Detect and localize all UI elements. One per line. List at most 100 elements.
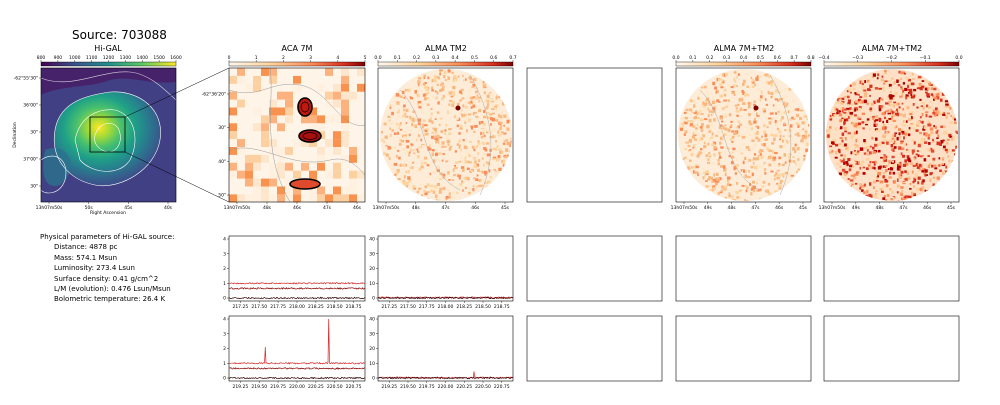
alma7mtm2-b-noise-pixel [827,134,830,138]
alma7mtm2-a-noise-pixel [789,117,792,121]
alma7mtm2-a-noise-pixel [715,134,719,137]
info-bolometric-temperature: Bolometric temperature: 26.4 K [54,295,166,304]
alma7mtm2-a-noise-pixel [745,146,750,149]
alma7mtm2-a-noise-pixel [803,157,807,161]
alma7mtm2-a-noise-pixel [764,189,767,193]
alma7mtm2-a-noise-pixel [726,182,730,187]
aca7m-pixel [349,178,357,187]
aca7m-pixel [293,83,301,92]
almatm2-noise-pixel [453,74,457,78]
alma7mtm2-a-noise-pixel [690,99,693,103]
alma7mtm2-b-noise-pixel [873,162,876,166]
alma7mtm2-b-noise-pixel [853,173,857,177]
alma7mtm2-b-noise-pixel [840,101,844,105]
almatm2-noise-pixel [403,175,406,179]
almatm2-noise-pixel [393,162,398,166]
almatm2-noise-pixel [467,101,469,104]
alma7mtm2-b-noise-pixel [892,160,894,163]
almatm2-noise-pixel [442,186,446,191]
higal-zoom-box [89,116,126,153]
almatm2-noise-pixel [489,92,493,96]
almatm2-noise-pixel [417,100,422,104]
alma7mtm2-a-noise-pixel [778,130,782,134]
alma7mtm2-b-noise-pixel [925,134,928,137]
almatm2-noise-pixel [404,112,407,116]
almatm2-noise-pixel [491,108,495,111]
spectrum-aca-row1-series-0 [228,281,366,285]
alma7mtm2-b-noise-pixel [849,113,853,117]
alma7mtm2-a-noise-pixel [748,102,751,106]
alma7mtm2-a-noise-pixel [756,130,759,135]
alma7mtm2-a-noise-pixel [773,178,776,181]
alma7mtm2-b-noise-pixel [941,157,945,160]
alma7mtm2-a-noise-pixel [751,78,754,83]
alma7mtm2-a-noise-pixel [755,157,759,161]
alma7mtm2-b-noise-pixel [829,114,832,118]
almatm2-noise-pixel [427,146,430,149]
alma7mtm2-b-noise-pixel [909,112,913,116]
aca7m-pixel [285,178,293,187]
alma7mtm2-b-noise-pixel [944,105,948,108]
almatm2-noise-pixel [485,161,490,164]
alma7mtm2-a-noise-pixel [779,138,781,141]
spectrum-alma-row1-xtick-label: 218.50 [475,304,491,310]
almatm2-noise-pixel [482,128,486,133]
alma7mtm2-b-noise-pixel [868,81,871,84]
alma7mtm2-a-noise-pixel [700,125,703,129]
almatm2-noise-pixel [395,93,400,97]
almatm2-noise-pixel [446,136,449,139]
alma7mtm2-a-noise-pixel [684,130,688,134]
alma7mtm2-a-noise-pixel [708,130,711,133]
almatm2-noise-pixel [489,135,493,139]
alma7mtm2-a-noise-pixel [736,75,739,79]
alma7mtm2-b-noise-pixel [877,73,880,77]
alma7mtm2-b-noise-pixel [922,128,926,131]
alma7mtm2-a-noise-pixel [757,125,760,129]
alma7mtm2-b-noise-pixel [838,99,842,102]
almatm2-noise-pixel [451,103,455,108]
alma7mtm2-a-noise-pixel [781,116,784,120]
alma7mtm2-a-noise-pixel [719,136,722,140]
alma7mtm2-a-noise-pixel [737,125,741,129]
alma7mtm2-a-noise-pixel [723,88,727,92]
alma7mtm2-a-noise-pixel [747,148,751,151]
aca7m-pixel [261,186,269,195]
alma7mtm2-b-noise-pixel [829,126,832,129]
alma7mtm2-b-noise-pixel [882,82,886,85]
alma7mtm2-b-noise-pixel [910,111,914,113]
almatm2-noise-pixel [402,110,406,114]
alma7mtm2-a-noise-pixel [684,116,688,120]
alma7mtm2-a-noise-pixel [749,124,752,127]
almatm2-noise-pixel [463,114,467,118]
alma7mtm2-a-noise-pixel [764,98,767,101]
alma7mtm2-b-noise-pixel [892,113,896,117]
almatm2-noise-pixel [390,121,394,126]
alma7mtm2-b-noise-pixel [882,197,886,200]
alma7mtm2-a-noise-pixel [706,157,709,162]
alma7mtm2-a-noise-pixel [773,161,776,165]
alma7mtm2-b-noise-pixel [844,113,848,116]
almatm2-noise-pixel [429,185,434,187]
spectrum-aca-row2-ytick-label: 3 [223,331,226,337]
alma7mtm2-a-noise-pixel [796,146,800,151]
alma7mtm2-a-noise-pixel [767,155,772,159]
alma7mtm2-a-noise-pixel [774,98,779,101]
alma7mtm2-b-noise-pixel [834,127,837,131]
almatm2-noise-pixel [489,113,493,116]
alma7mtm2-b-noise-pixel [836,112,839,115]
alma7mtm2-a-noise-pixel [772,156,777,160]
alma7mtm2-b-noise-pixel [863,139,866,143]
alma7mtm2-a-noise-pixel [738,98,742,102]
alma7mtm2-b-noise-pixel [888,176,892,179]
higal-ytick-label: 30" [30,184,38,190]
alma7mtm2-a-noise-pixel [773,83,777,87]
alma7mtm2-a-noise-pixel [782,101,786,106]
alma7mtm2-a-noise-pixel [803,154,806,157]
alma7mtm2-b-noise-pixel [904,170,907,174]
alma7mtm2-a-noise-pixel [773,134,777,137]
alma7mtm2-a-noise-pixel [765,73,769,77]
alma7mtm2-b-noise-pixel [921,186,925,189]
almatm2-noise-pixel [469,189,473,192]
alma7mtm2-a-noise-pixel [760,90,763,94]
almatm2-noise-pixel [432,96,435,99]
